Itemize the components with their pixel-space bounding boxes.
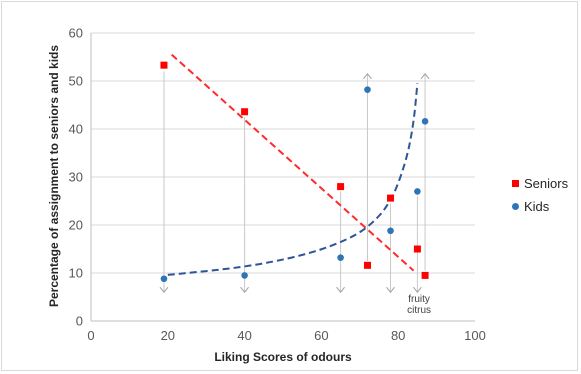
arrow-head-down — [240, 286, 250, 294]
arrow-head-down — [412, 286, 422, 294]
y-tick-label: 60 — [69, 26, 83, 41]
arrow-head-up — [363, 72, 372, 80]
point-seniors — [413, 245, 421, 253]
arrow-head-down — [386, 286, 395, 294]
arrow-head-up — [420, 72, 430, 80]
tick-labels: 0 10 20 30 40 50 60 0 20 40 60 80 100 — [69, 26, 486, 344]
point-kids — [364, 86, 371, 93]
legend-label-kids: Kids — [524, 199, 550, 214]
y-axis-title: Percentage of assignment to seniors and … — [47, 45, 61, 307]
annotation-citrus: citrus — [407, 305, 431, 316]
point-seniors — [421, 271, 429, 279]
data-points — [160, 61, 429, 283]
legend-marker-seniors — [512, 180, 519, 187]
x-axis-title: Liking Scores of odours — [214, 350, 352, 364]
trend-line-kids — [167, 83, 419, 276]
point-seniors — [160, 61, 168, 69]
point-kids — [414, 188, 421, 195]
y-tick-label: 10 — [69, 266, 83, 281]
x-tick-label: 80 — [391, 328, 405, 343]
x-tick-label: 60 — [314, 328, 328, 343]
point-kids — [241, 272, 248, 279]
axes — [90, 33, 475, 322]
point-kids — [160, 275, 168, 283]
point-seniors — [241, 108, 249, 116]
x-tick-label: 40 — [237, 328, 251, 343]
arrow-head-down — [336, 286, 346, 294]
point-seniors — [363, 261, 371, 269]
y-tick-label: 30 — [69, 170, 83, 185]
y-tick-label: 40 — [69, 122, 83, 137]
x-tick-label: 0 — [87, 328, 94, 343]
arrow-head-down — [159, 286, 169, 294]
y-tick-label: 20 — [69, 218, 83, 233]
gridlines — [91, 32, 475, 274]
y-tick-label: 50 — [69, 74, 83, 89]
y-tick-label: 0 — [76, 314, 83, 329]
direction-arrows — [159, 71, 430, 294]
point-seniors — [387, 194, 395, 202]
point-kids — [337, 254, 344, 261]
point-kids — [387, 227, 394, 235]
x-tick-label: 20 — [161, 328, 175, 343]
legend-marker-kids — [512, 203, 519, 210]
point-seniors — [337, 183, 345, 191]
annotation-fruity: fruity — [408, 294, 430, 305]
point-kids — [421, 118, 429, 125]
trend-line-seniors — [170, 53, 415, 272]
x-tick-label: 100 — [464, 328, 486, 343]
legend-label-seniors: Seniors — [524, 176, 569, 191]
legend: Seniors Kids — [512, 176, 569, 214]
trend-lines — [167, 53, 419, 276]
